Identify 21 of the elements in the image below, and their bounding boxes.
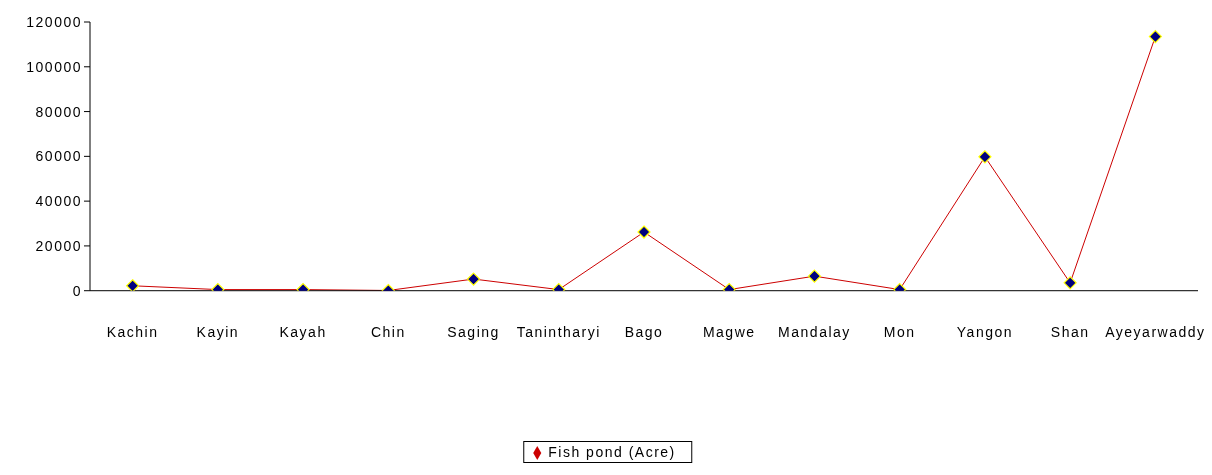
y-tick-label: 60000 — [35, 148, 82, 165]
x-tick-label: Magwe — [702, 323, 756, 340]
x-tick-label: Kayah — [279, 323, 327, 340]
x-tick-label: Chin — [370, 323, 406, 340]
x-tick-label: Mandalay — [778, 323, 851, 340]
x-tick-label: Saging — [447, 323, 500, 340]
y-tick-label: 0 — [72, 282, 82, 299]
y-tick-label: 120000 — [26, 13, 82, 30]
x-tick-label: Ayeyarwaddy — [1105, 323, 1206, 340]
x-tick-label: Bago — [624, 323, 664, 340]
x-tick-label: Yangon — [956, 323, 1014, 340]
y-tick-label: 20000 — [35, 237, 82, 254]
x-tick-label: Mon — [883, 323, 916, 340]
x-tick-label: Kayin — [196, 323, 240, 340]
x-tick-label: Shan — [1050, 323, 1090, 340]
y-tick-label: 100000 — [26, 58, 82, 75]
y-tick-label: 80000 — [35, 103, 82, 120]
legend-label: Fish pond (Acre) — [548, 443, 676, 460]
y-tick-label: 40000 — [35, 193, 82, 210]
x-tick-label: Kachin — [106, 323, 159, 340]
x-tick-label: Tanintharyi — [516, 323, 601, 340]
